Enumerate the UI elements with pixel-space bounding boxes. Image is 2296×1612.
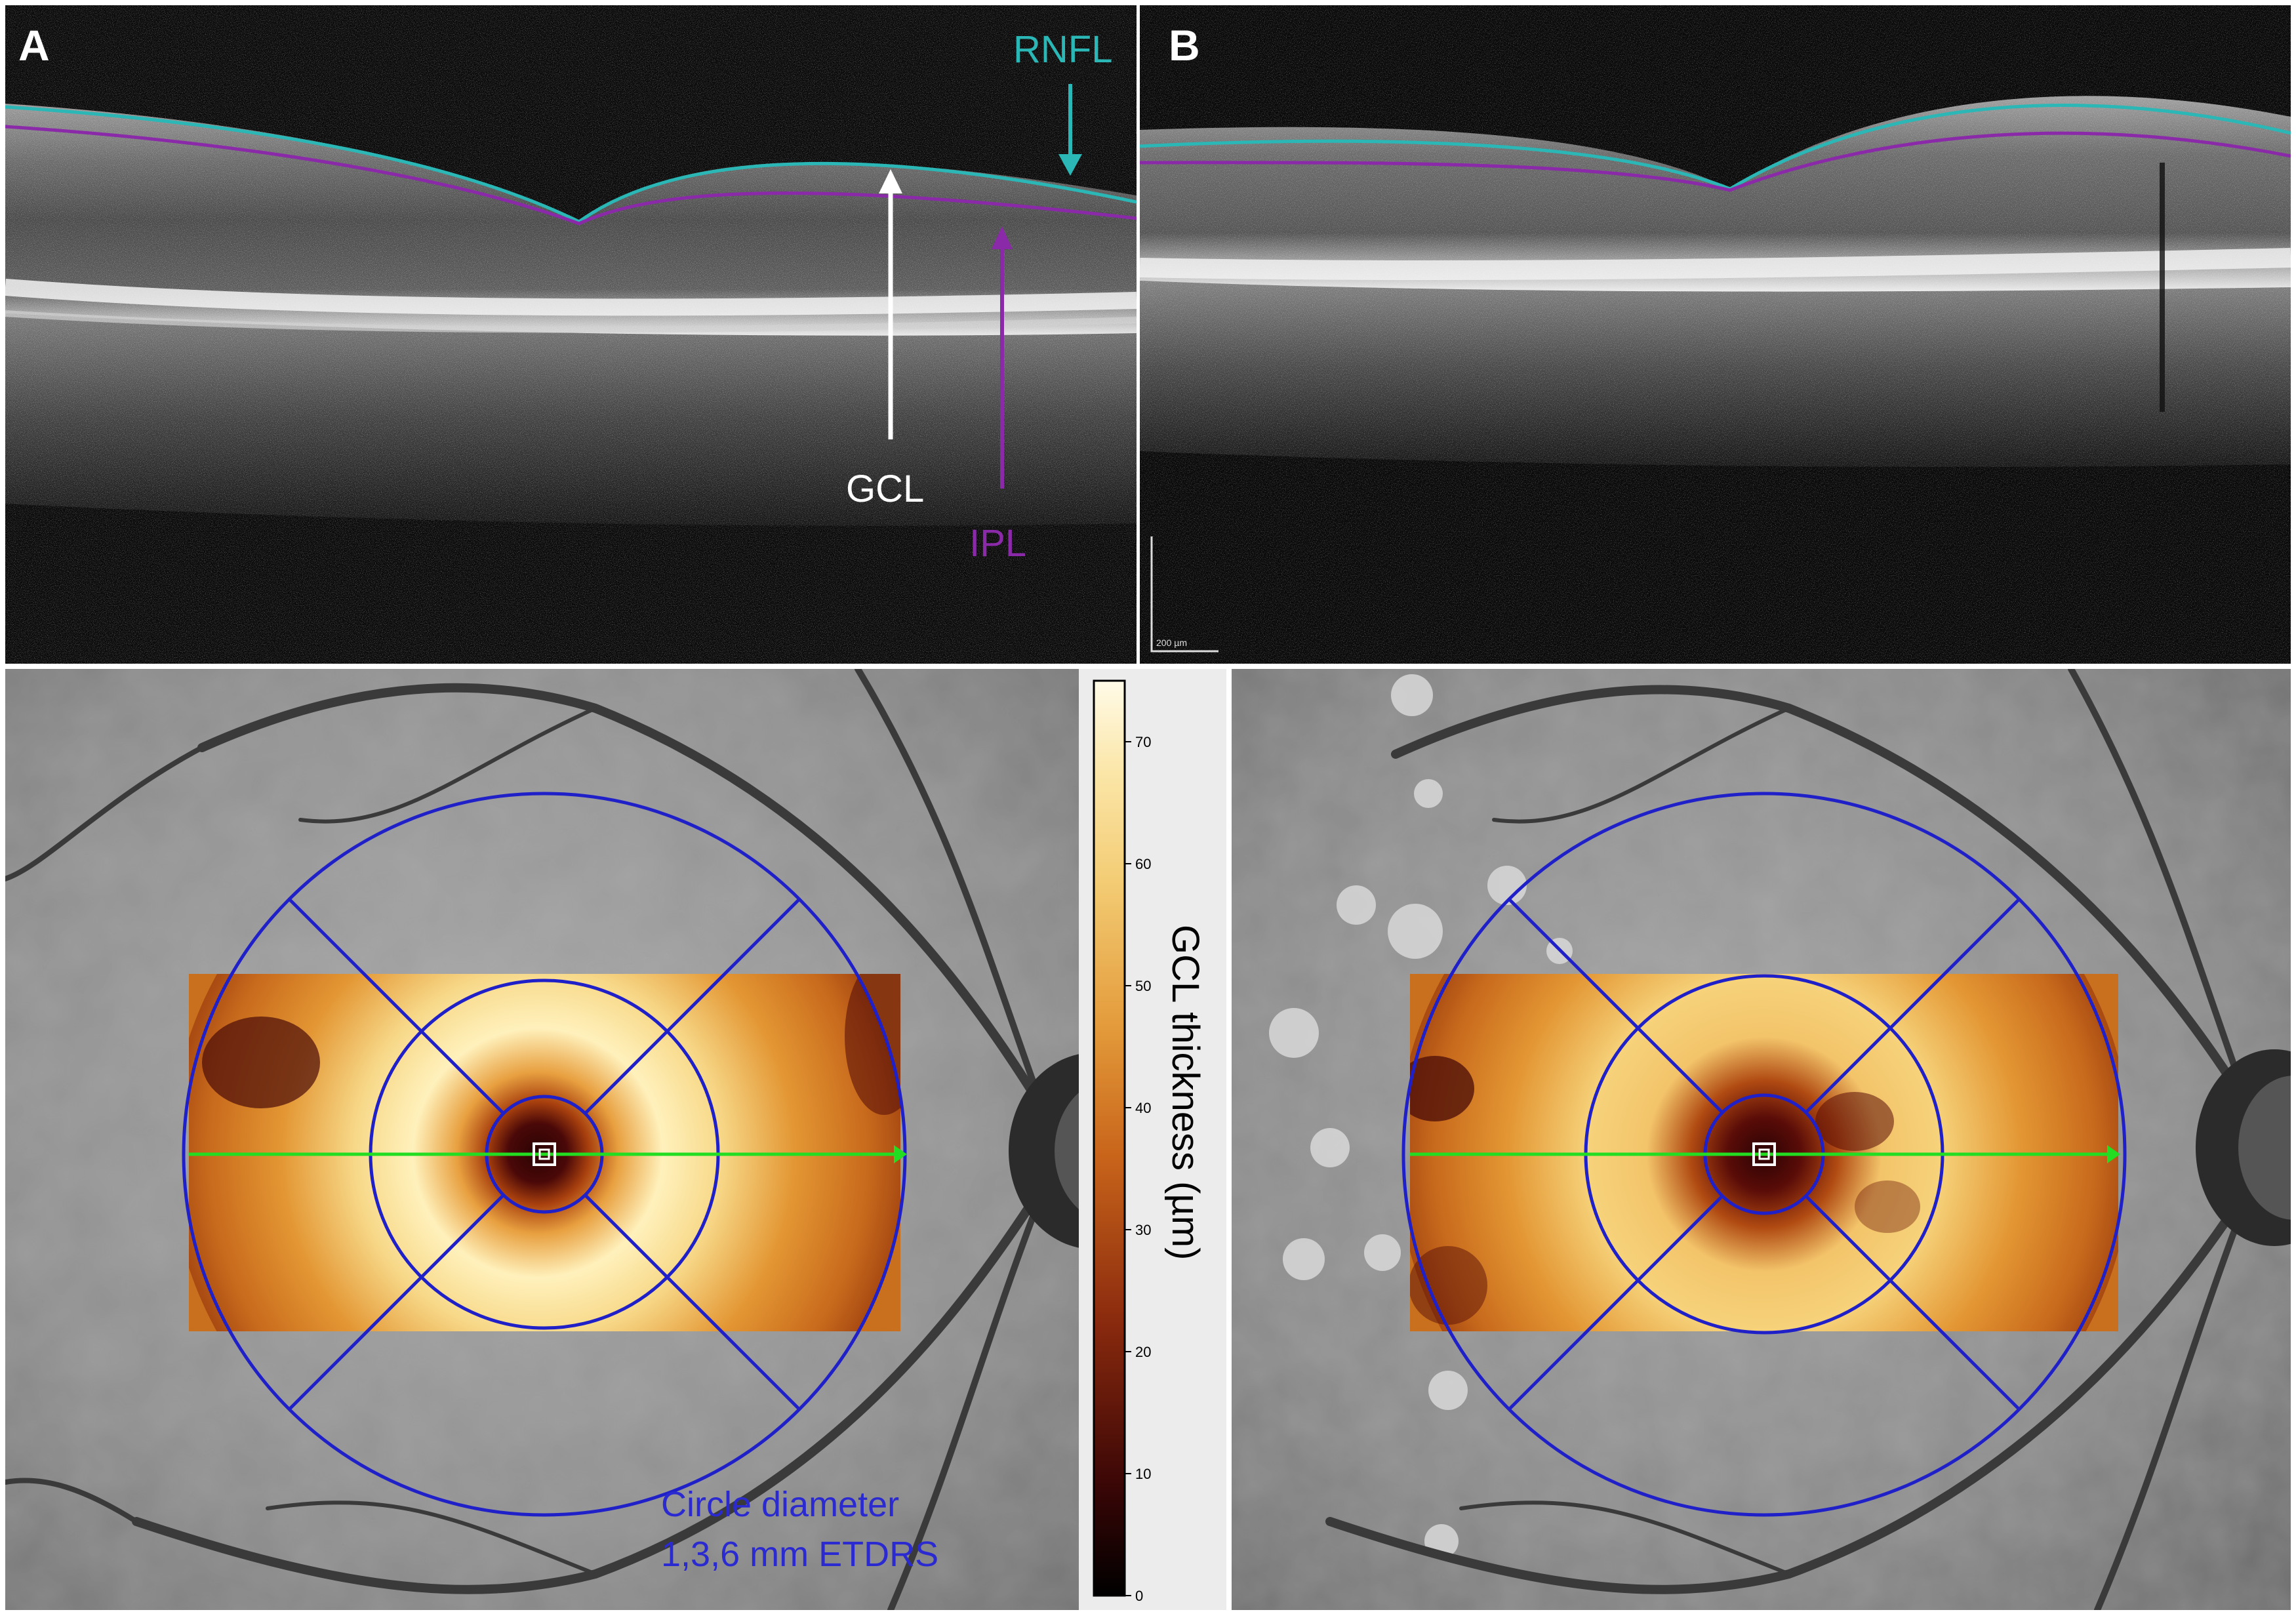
colorbar-tick-label: 0 — [1135, 1588, 1143, 1604]
etdrs-caption-line1: Circle diameter — [661, 1485, 899, 1524]
colorbar-tick-label: 10 — [1135, 1466, 1151, 1482]
rnfl-label: RNFL — [1013, 28, 1112, 71]
panel-letter-b: B — [1169, 21, 1200, 70]
colorbar-tick-label: 70 — [1135, 734, 1151, 750]
colorbar-tick-label: 50 — [1135, 978, 1151, 994]
gcl-arrowhead — [879, 169, 902, 193]
rnfl-arrowhead — [1058, 154, 1082, 176]
fundus-map-right — [1232, 669, 2291, 1610]
colorbar-tick-label: 20 — [1135, 1344, 1151, 1360]
etdrs-caption-line2: 1,3,6 mm ETDRS — [661, 1535, 938, 1574]
colorbar-ticks: 70 60 50 40 30 20 10 0 — [1125, 734, 1151, 1604]
colorbar-tick-label: 60 — [1135, 856, 1151, 872]
scale-bar-label: 200 µm — [1156, 637, 1187, 648]
gcl-label: GCL — [846, 468, 924, 510]
oct-scan-a — [5, 5, 1137, 664]
ipl-arrowhead — [992, 226, 1013, 249]
colorbar-gradient — [1093, 679, 1126, 1597]
fundus-map-left — [5, 669, 1114, 1610]
ipl-label: IPL — [969, 522, 1026, 565]
panel-letter-a: A — [18, 21, 50, 70]
colorbar-tick-label: 30 — [1135, 1222, 1151, 1238]
colorbar-tick-label: 40 — [1135, 1100, 1151, 1116]
colorbar-label: GCL thickness (µm) — [1164, 925, 1207, 1260]
oct-scan-b — [1140, 5, 2291, 664]
